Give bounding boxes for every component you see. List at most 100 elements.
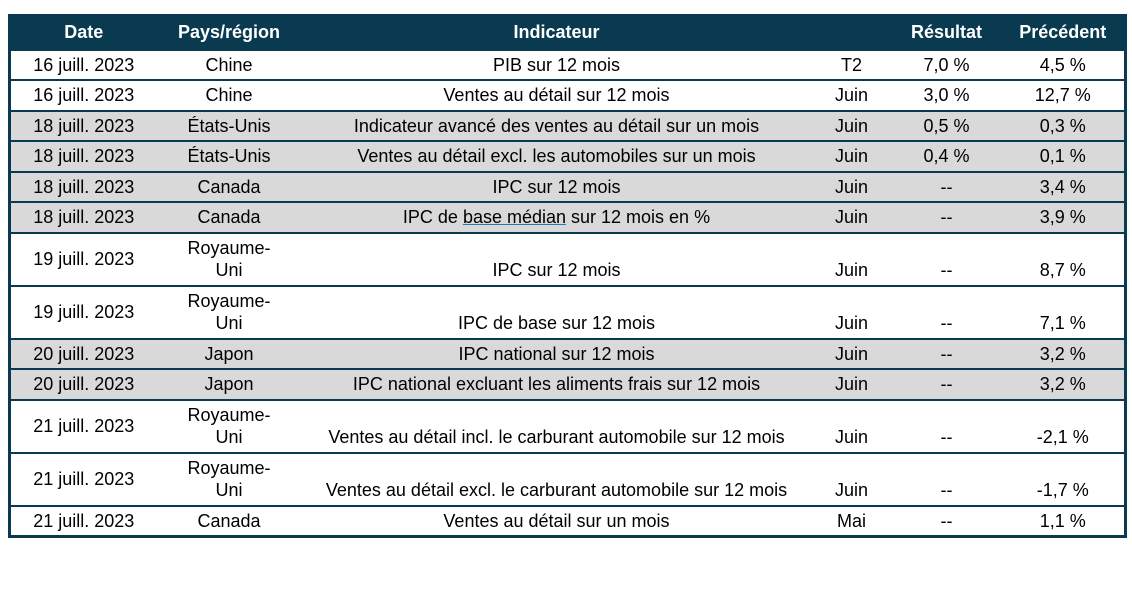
table-row: 16 juill. 2023 Chine Ventes au détail su… <box>9 79 1126 111</box>
resultat-cell: -- <box>891 170 1002 203</box>
indicateur-cell: Ventes au détail sur 12 mois <box>301 79 812 111</box>
indicateur-text-suffix: sur 12 mois en % <box>566 207 711 228</box>
pays-label: Royaume-Uni <box>187 457 271 501</box>
periode-cell: Juin <box>811 201 892 233</box>
date-cell: 20 juill. 2023 <box>9 337 157 370</box>
indicateur-label: IPC sur 12 mois <box>492 176 621 197</box>
indicateur-cell: IPC sur 12 mois <box>301 231 812 286</box>
table-row: 16 juill. 2023 Chine PIB sur 12 mois T2 … <box>9 48 1126 81</box>
indicateur-label: IPC national sur 12 mois <box>458 343 655 364</box>
date-cell: 19 juill. 2023 <box>9 231 157 286</box>
indicateur-label: Indicateur avancé des ventes au détail s… <box>353 115 760 136</box>
precedent-cell: 3,4 % <box>1001 170 1126 203</box>
pays-cell: Royaume-Uni <box>156 451 302 506</box>
resultat-cell: 0,4 % <box>891 140 1002 172</box>
indicateur-cell: IPC national excluant les aliments frais… <box>301 368 812 400</box>
indicateur-cell: Ventes au détail incl. le carburant auto… <box>301 398 812 453</box>
pays-label: Canada <box>197 207 261 228</box>
pays-label: Chine <box>205 85 253 106</box>
resultat-cell: -- <box>891 398 1002 453</box>
base-median-link[interactable]: base médian <box>462 207 567 228</box>
table-row: 19 juill. 2023 Royaume-Uni IPC sur 12 mo… <box>9 231 1126 286</box>
precedent-cell: 3,9 % <box>1001 201 1126 233</box>
indicateur-cell: Ventes au détail sur un mois <box>301 504 812 537</box>
indicateur-label: IPC de base médian sur 12 mois en % <box>317 206 797 229</box>
pays-cell: Canada <box>156 170 302 203</box>
indicateur-label: IPC national excluant les aliments frais… <box>352 374 761 395</box>
resultat-cell: 3,0 % <box>891 79 1002 111</box>
indicateur-label: Ventes au détail incl. le carburant auto… <box>328 427 785 448</box>
precedent-cell: -2,1 % <box>1001 398 1126 453</box>
periode-cell: Juin <box>811 368 892 400</box>
pays-cell: États-Unis <box>156 109 302 142</box>
precedent-cell: 7,1 % <box>1001 284 1126 339</box>
resultat-cell: -- <box>891 451 1002 506</box>
pays-label: Royaume-Uni <box>187 290 271 334</box>
pays-cell: Japon <box>156 368 302 400</box>
periode-cell: Juin <box>811 451 892 506</box>
indicateur-cell: PIB sur 12 mois <box>301 48 812 81</box>
periode-cell: T2 <box>811 48 892 81</box>
pays-label: Japon <box>204 343 254 364</box>
periode-cell: Juin <box>811 398 892 453</box>
table-row: 18 juill. 2023 États-Unis Ventes au déta… <box>9 140 1126 172</box>
table-row: 21 juill. 2023 Royaume-Uni Ventes au dét… <box>9 451 1126 506</box>
table-row: 21 juill. 2023 Royaume-Uni Ventes au dét… <box>9 398 1126 453</box>
pays-cell: Chine <box>156 79 302 111</box>
indicateur-label: Ventes au détail sur 12 mois <box>443 85 670 106</box>
indicateur-cell: Ventes au détail excl. le carburant auto… <box>301 451 812 506</box>
resultat-cell: 0,5 % <box>891 109 1002 142</box>
column-header-resultat: Résultat <box>891 15 1002 50</box>
resultat-cell: -- <box>891 337 1002 370</box>
date-cell: 21 juill. 2023 <box>9 504 157 537</box>
pays-label: Chine <box>205 54 253 75</box>
date-cell: 18 juill. 2023 <box>9 201 157 233</box>
date-cell: 18 juill. 2023 <box>9 170 157 203</box>
table-header: Date Pays/région Indicateur Résultat Pré… <box>9 15 1126 50</box>
indicateur-cell: Ventes au détail excl. les automobiles s… <box>301 140 812 172</box>
table-row: 20 juill. 2023 Japon IPC national exclua… <box>9 368 1126 400</box>
precedent-cell: 3,2 % <box>1001 337 1126 370</box>
periode-cell: Juin <box>811 284 892 339</box>
indicateur-label: IPC sur 12 mois <box>492 260 621 281</box>
header-row: Date Pays/région Indicateur Résultat Pré… <box>9 15 1126 50</box>
indicateur-label: IPC de base sur 12 mois <box>457 313 656 334</box>
economic-calendar-table: Date Pays/région Indicateur Résultat Pré… <box>8 14 1127 539</box>
pays-label: Royaume-Uni <box>187 404 271 448</box>
date-cell: 20 juill. 2023 <box>9 368 157 400</box>
pays-label: Canada <box>197 176 261 197</box>
indicateur-label: PIB sur 12 mois <box>492 54 621 75</box>
precedent-cell: 0,1 % <box>1001 140 1126 172</box>
table-row: 18 juill. 2023 Canada IPC sur 12 mois Ju… <box>9 170 1126 203</box>
precedent-cell: 3,2 % <box>1001 368 1126 400</box>
pays-label: États-Unis <box>187 146 271 167</box>
resultat-cell: -- <box>891 231 1002 286</box>
periode-cell: Mai <box>811 504 892 537</box>
date-cell: 18 juill. 2023 <box>9 140 157 172</box>
pays-cell: Canada <box>156 201 302 233</box>
pays-cell: Japon <box>156 337 302 370</box>
periode-cell: Juin <box>811 231 892 286</box>
periode-cell: Juin <box>811 337 892 370</box>
pays-cell: Canada <box>156 504 302 537</box>
precedent-cell: 1,1 % <box>1001 504 1126 537</box>
precedent-cell: 8,7 % <box>1001 231 1126 286</box>
indicateur-cell: IPC sur 12 mois <box>301 170 812 203</box>
indicateur-label: Ventes au détail sur un mois <box>443 510 670 531</box>
column-header-indicateur: Indicateur <box>301 15 812 50</box>
resultat-cell: -- <box>891 201 1002 233</box>
table-row: 20 juill. 2023 Japon IPC national sur 12… <box>9 337 1126 370</box>
resultat-cell: -- <box>891 504 1002 537</box>
pays-cell: États-Unis <box>156 140 302 172</box>
pays-cell: Chine <box>156 48 302 81</box>
periode-cell: Juin <box>811 79 892 111</box>
date-cell: 21 juill. 2023 <box>9 398 157 453</box>
periode-cell: Juin <box>811 140 892 172</box>
pays-label: Canada <box>197 510 261 531</box>
column-header-precedent: Précédent <box>1001 15 1126 50</box>
date-cell: 21 juill. 2023 <box>9 451 157 506</box>
date-cell: 16 juill. 2023 <box>9 79 157 111</box>
precedent-cell: 0,3 % <box>1001 109 1126 142</box>
column-header-date: Date <box>9 15 157 50</box>
